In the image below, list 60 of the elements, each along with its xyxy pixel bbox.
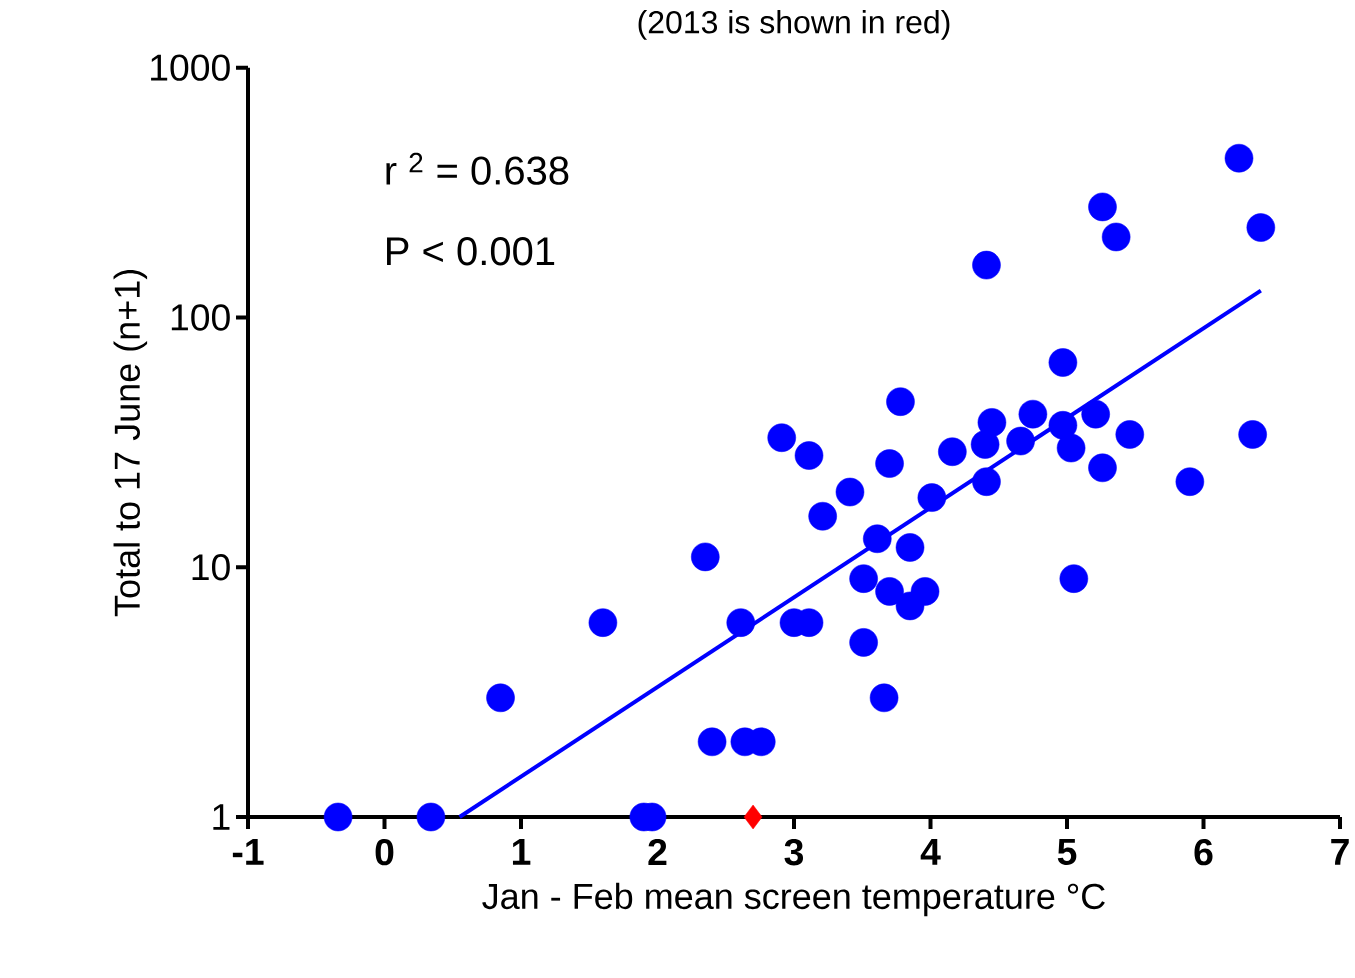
point xyxy=(1006,426,1035,456)
x-tick-label: 1 xyxy=(512,838,531,865)
point xyxy=(1088,192,1117,222)
point xyxy=(972,467,1001,496)
point xyxy=(416,802,446,832)
point xyxy=(938,437,967,466)
point xyxy=(869,683,899,713)
point xyxy=(1238,420,1267,449)
point xyxy=(588,608,618,637)
point xyxy=(1175,467,1205,496)
point xyxy=(977,408,1007,437)
x-tick-label: -1 xyxy=(232,838,264,865)
point xyxy=(1048,348,1078,377)
point xyxy=(808,501,837,531)
point xyxy=(691,542,720,572)
point xyxy=(486,683,515,713)
point xyxy=(726,608,756,637)
point xyxy=(970,430,1000,459)
annotation: r $^{2}$ = 0.638 xyxy=(386,152,569,185)
point xyxy=(1246,213,1276,242)
point xyxy=(767,423,796,452)
point xyxy=(794,441,824,470)
chart-title: (2013 is shown in red) xyxy=(638,10,950,40)
point xyxy=(849,564,878,593)
y-tick-label: 1000 xyxy=(151,54,230,81)
x-tick-label: 6 xyxy=(1194,838,1213,866)
x-tick-label: 2 xyxy=(648,838,667,866)
point xyxy=(1088,453,1117,483)
point xyxy=(875,577,904,606)
point xyxy=(1224,143,1254,173)
point xyxy=(1048,411,1078,440)
y-tick-label: 100 xyxy=(171,304,230,331)
point xyxy=(1056,433,1086,463)
point xyxy=(1101,222,1131,252)
x-tick-label: 3 xyxy=(784,838,804,866)
y-axis-title: Total to 17 June (n+1) xyxy=(113,270,148,617)
point xyxy=(849,628,878,657)
x-tick-label: 7 xyxy=(1331,838,1349,865)
point xyxy=(697,727,727,757)
annotation: P < 0.001 xyxy=(387,237,555,266)
x-axis-title: Jan - Feb mean screen temperature °C xyxy=(482,882,1105,917)
point xyxy=(1081,399,1110,429)
point xyxy=(1018,399,1048,429)
x-tick-label: 0 xyxy=(375,838,394,866)
point xyxy=(1059,564,1089,593)
point xyxy=(886,387,915,416)
point xyxy=(910,577,940,606)
point xyxy=(1115,420,1145,449)
point xyxy=(875,449,904,478)
y-tick-label: 1 xyxy=(213,804,230,830)
x-tick-label: 5 xyxy=(1057,838,1077,865)
point xyxy=(972,250,1001,280)
point xyxy=(863,524,892,554)
point xyxy=(917,483,947,512)
point xyxy=(323,802,353,832)
point xyxy=(895,533,925,562)
point xyxy=(835,477,865,507)
x-tick-label: 4 xyxy=(920,838,941,865)
y-tick-label: 10 xyxy=(192,554,230,581)
point xyxy=(743,804,763,830)
